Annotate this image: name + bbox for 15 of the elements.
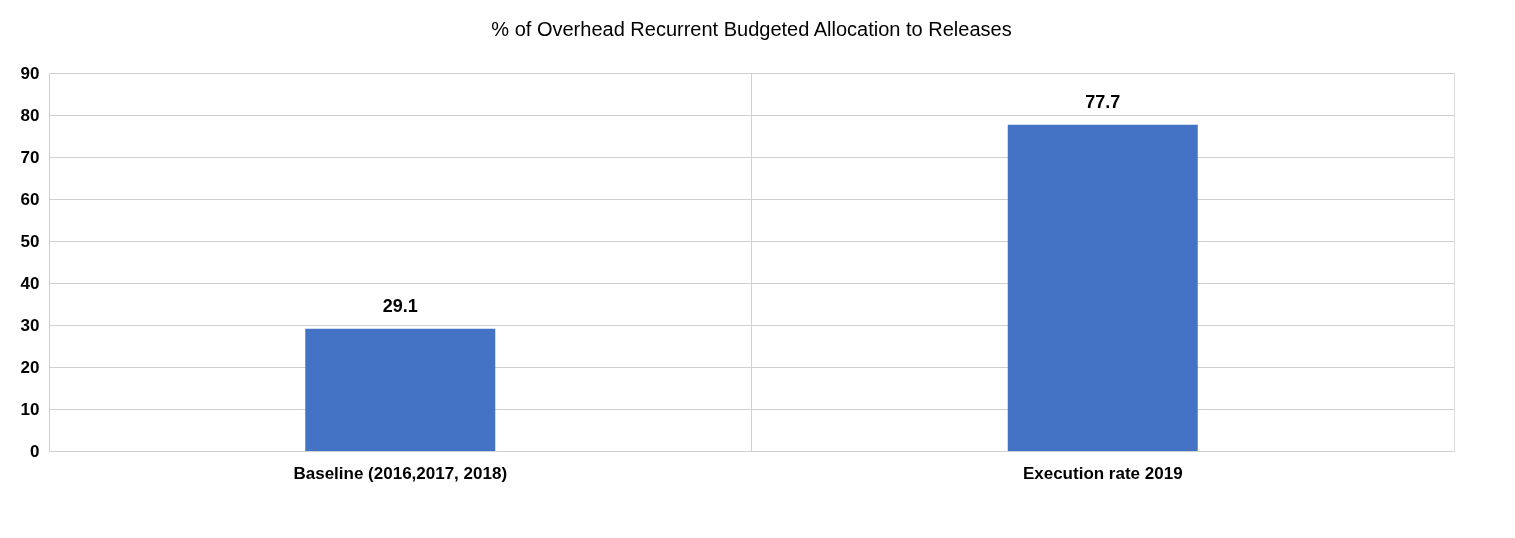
y-tick-label: 0: [30, 441, 40, 461]
data-label: 29.1: [382, 295, 418, 316]
y-tick-label: 50: [20, 231, 40, 251]
y-tick-label: 80: [20, 105, 40, 125]
y-tick-label: 20: [20, 357, 40, 377]
data-label: 77.7: [1085, 91, 1121, 112]
y-tick-label: 70: [20, 147, 40, 167]
y-tick-label: 40: [20, 273, 40, 293]
y-tick-label: 60: [20, 189, 40, 209]
y-tick-label: 30: [20, 315, 40, 335]
chart-title: % of Overhead Recurrent Budgeted Allocation to Releases: [491, 18, 1012, 40]
x-tick-label: Baseline (2016,2017, 2018): [293, 463, 508, 483]
y-tick-label: 90: [20, 63, 40, 83]
x-tick-label: Execution rate 2019: [1022, 463, 1183, 483]
y-tick-label: 10: [20, 399, 40, 419]
